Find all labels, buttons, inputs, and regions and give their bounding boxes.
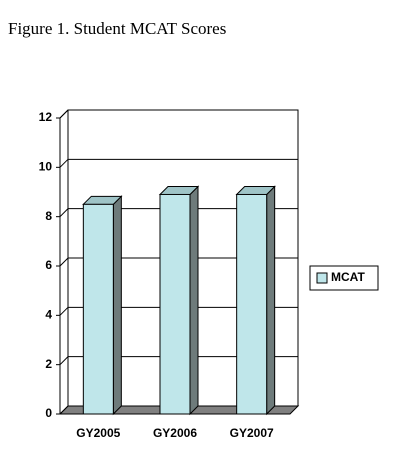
grid-line (59, 257, 298, 267)
grid-line (59, 158, 298, 168)
y-tick-label: 12 (39, 110, 53, 124)
y-tick-label: 8 (45, 209, 52, 223)
legend-label: MCAT (331, 270, 365, 284)
x-tick-label: GY2007 (230, 426, 274, 440)
bar-side (266, 185, 276, 416)
bar-side (189, 185, 199, 416)
y-tick-label: 10 (39, 160, 53, 174)
bar (235, 185, 276, 416)
y-tick-label: 4 (45, 308, 52, 322)
y-tick-label: 0 (45, 406, 52, 420)
bar-front (236, 193, 268, 415)
bar-front (82, 203, 114, 415)
grid-line (59, 405, 298, 415)
bar (158, 185, 200, 416)
bar (82, 195, 123, 416)
legend-swatch (316, 272, 328, 284)
grid-line (59, 356, 298, 366)
grid-line (59, 208, 298, 218)
grid-line (59, 109, 298, 119)
bar-side (112, 195, 122, 416)
x-tick-label: GY2006 (153, 426, 197, 440)
grid-line (59, 306, 298, 316)
y-tick-label: 6 (45, 258, 52, 272)
y-tick-label: 2 (45, 357, 52, 371)
bar-front (159, 193, 191, 415)
chart-title: Figure 1. Student MCAT Scores (8, 19, 226, 38)
x-tick-label: GY2005 (76, 426, 120, 440)
